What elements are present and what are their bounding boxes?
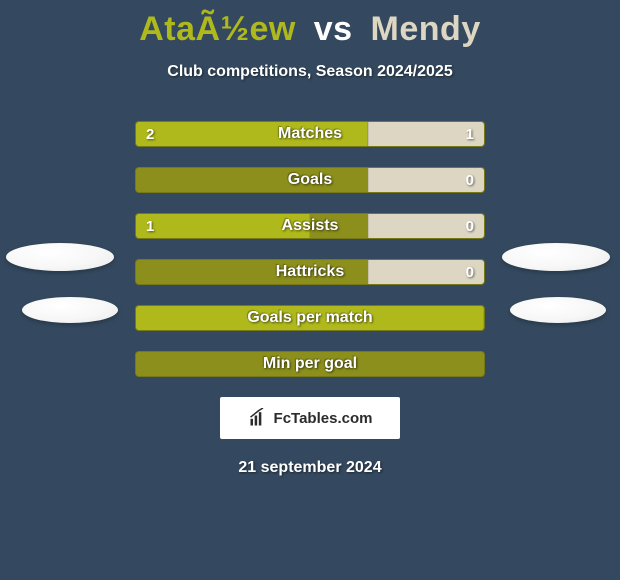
bar-left [136, 122, 368, 146]
vs-text: vs [314, 10, 353, 48]
stat-value-left: 1 [146, 214, 154, 238]
date-text: 21 september 2024 [0, 459, 620, 477]
stat-label: Min per goal [136, 352, 484, 376]
stat-row: Goals0 [135, 167, 485, 193]
stat-value-right: 0 [466, 168, 474, 192]
chart-icon [248, 408, 268, 428]
player1-name: AtaÃ½ew [139, 10, 296, 48]
stat-rows: Matches21Goals0Assists10Hattricks0Goals … [135, 121, 485, 377]
chart-area: Matches21Goals0Assists10Hattricks0Goals … [0, 121, 620, 477]
stat-value-right: 0 [466, 214, 474, 238]
stat-row: Min per goal [135, 351, 485, 377]
avatar-left_top [6, 243, 114, 271]
avatar-left_bot [22, 297, 118, 323]
player2-name: Mendy [371, 10, 481, 48]
subtitle: Club competitions, Season 2024/2025 [0, 63, 620, 81]
stat-value-right: 1 [466, 122, 474, 146]
avatar-right_bot [510, 297, 606, 323]
stat-value-left: 2 [146, 122, 154, 146]
stat-row: Hattricks0 [135, 259, 485, 285]
avatar-right_top [502, 243, 610, 271]
stat-row: Assists10 [135, 213, 485, 239]
comparison-title: AtaÃ½ew vs Mendy [0, 0, 620, 49]
logo-text: FcTables.com [274, 410, 373, 427]
bar-left [136, 306, 484, 330]
bar-left [136, 214, 310, 238]
stat-value-right: 0 [466, 260, 474, 284]
stat-row: Goals per match [135, 305, 485, 331]
stat-row: Matches21 [135, 121, 485, 147]
logo-badge: FcTables.com [220, 397, 400, 439]
